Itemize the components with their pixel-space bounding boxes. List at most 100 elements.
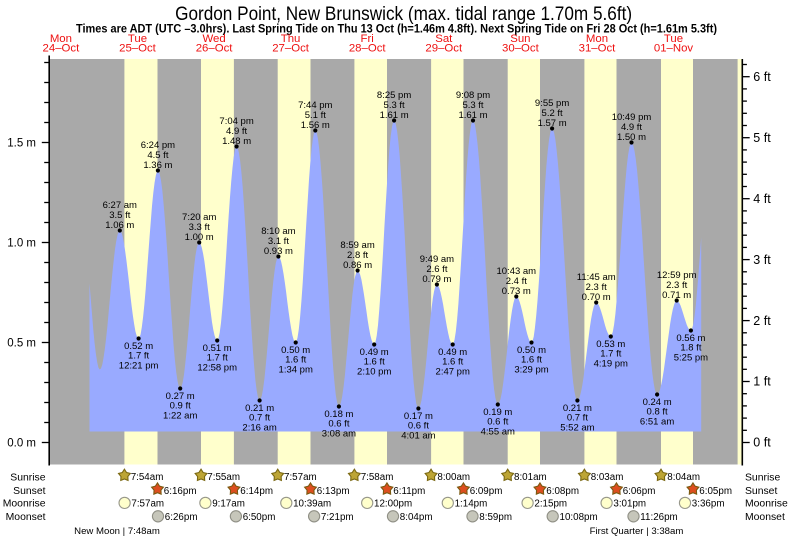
svg-text:4.5 ft: 4.5 ft xyxy=(147,150,168,161)
svg-text:1.6 ft: 1.6 ft xyxy=(442,357,463,368)
svg-text:6:13pm: 6:13pm xyxy=(317,486,350,497)
svg-text:29–Oct: 29–Oct xyxy=(425,43,463,55)
svg-text:0.71 m: 0.71 m xyxy=(662,290,691,301)
svg-text:0.7 ft: 0.7 ft xyxy=(249,413,270,424)
svg-text:1.57 m: 1.57 m xyxy=(538,118,567,129)
svg-text:6:11pm: 6:11pm xyxy=(393,486,425,497)
svg-text:8:59 am: 8:59 am xyxy=(340,240,374,251)
svg-text:6:06pm: 6:06pm xyxy=(623,486,656,497)
svg-text:6:05pm: 6:05pm xyxy=(699,486,732,497)
svg-text:1:22 am: 1:22 am xyxy=(163,410,197,421)
svg-text:Moonset: Moonset xyxy=(745,512,785,523)
svg-text:1.7 ft: 1.7 ft xyxy=(600,349,621,360)
svg-text:0.49 m: 0.49 m xyxy=(360,347,389,358)
svg-text:1.5 m: 1.5 m xyxy=(7,138,36,150)
svg-text:0.5 m: 0.5 m xyxy=(7,338,36,350)
svg-text:0.51 m: 0.51 m xyxy=(203,343,232,354)
svg-text:0.18 m: 0.18 m xyxy=(324,409,353,420)
svg-text:0.56 m: 0.56 m xyxy=(676,333,705,344)
svg-text:25–Oct: 25–Oct xyxy=(119,43,157,55)
svg-text:4.9 ft: 4.9 ft xyxy=(226,126,247,137)
svg-text:0.93 m: 0.93 m xyxy=(264,246,293,257)
svg-text:1.00 m: 1.00 m xyxy=(185,232,214,243)
svg-text:1.7 ft: 1.7 ft xyxy=(128,351,149,362)
svg-text:8:59pm: 8:59pm xyxy=(479,512,512,523)
svg-text:1:14pm: 1:14pm xyxy=(455,499,488,510)
svg-text:11:26pm: 11:26pm xyxy=(640,512,677,523)
svg-text:10:43 am: 10:43 am xyxy=(496,266,536,277)
svg-text:24–Oct: 24–Oct xyxy=(43,43,81,55)
svg-text:3.5 ft: 3.5 ft xyxy=(109,210,130,221)
svg-text:6:50pm: 6:50pm xyxy=(243,512,276,523)
svg-text:9:08 pm: 9:08 pm xyxy=(456,90,490,101)
svg-text:8:25 pm: 8:25 pm xyxy=(377,90,411,101)
svg-text:1.56 m: 1.56 m xyxy=(301,120,330,131)
svg-text:Sunrise: Sunrise xyxy=(10,472,45,483)
svg-text:3.3 ft: 3.3 ft xyxy=(189,222,210,233)
svg-text:Mon: Mon xyxy=(50,33,72,45)
svg-text:New Moon | 7:48am: New Moon | 7:48am xyxy=(74,526,160,537)
svg-text:2.4 ft: 2.4 ft xyxy=(506,276,527,287)
svg-text:0.70 m: 0.70 m xyxy=(582,292,611,303)
svg-text:8:03am: 8:03am xyxy=(591,472,624,483)
svg-text:27–Oct: 27–Oct xyxy=(272,43,310,55)
svg-text:Moonset: Moonset xyxy=(6,512,46,523)
svg-text:0.27 m: 0.27 m xyxy=(166,391,195,402)
svg-text:1.36 m: 1.36 m xyxy=(143,160,172,171)
svg-text:Times are ADT (UTC –3.0hrs). L: Times are ADT (UTC –3.0hrs). Last Spring… xyxy=(76,21,717,35)
svg-text:Sat: Sat xyxy=(435,33,453,45)
svg-text:5.2 ft: 5.2 ft xyxy=(542,108,563,119)
svg-text:0.50 m: 0.50 m xyxy=(517,345,546,356)
svg-text:12:59 pm: 12:59 pm xyxy=(657,270,697,281)
svg-text:2:15pm: 2:15pm xyxy=(534,499,567,510)
svg-text:4:55 am: 4:55 am xyxy=(481,426,515,437)
svg-text:1.06 m: 1.06 m xyxy=(105,220,134,231)
svg-text:1.6 ft: 1.6 ft xyxy=(521,355,542,366)
svg-text:7:54am: 7:54am xyxy=(131,472,164,483)
svg-text:5 ft: 5 ft xyxy=(753,131,771,145)
svg-text:7:20 am: 7:20 am xyxy=(182,212,216,223)
svg-text:0.52 m: 0.52 m xyxy=(124,341,153,352)
svg-text:2.8 ft: 2.8 ft xyxy=(347,250,368,261)
svg-text:1.8 ft: 1.8 ft xyxy=(680,343,701,354)
svg-text:7:44 pm: 7:44 pm xyxy=(298,100,332,111)
svg-text:7:04 pm: 7:04 pm xyxy=(219,116,253,127)
svg-text:5.3 ft: 5.3 ft xyxy=(384,100,405,111)
svg-text:5:25 pm: 5:25 pm xyxy=(674,352,708,363)
svg-text:0.6 ft: 0.6 ft xyxy=(487,417,508,428)
svg-text:1.6 ft: 1.6 ft xyxy=(285,355,306,366)
svg-text:Wed: Wed xyxy=(202,33,225,45)
svg-text:12:00pm: 12:00pm xyxy=(374,499,412,510)
svg-text:12:21 pm: 12:21 pm xyxy=(119,360,159,371)
svg-text:6:16pm: 6:16pm xyxy=(164,486,197,497)
svg-text:Tue: Tue xyxy=(664,33,683,45)
svg-text:Moonrise: Moonrise xyxy=(3,499,46,510)
svg-text:5.3 ft: 5.3 ft xyxy=(462,100,483,111)
svg-text:0.79 m: 0.79 m xyxy=(422,274,451,285)
svg-text:9:49 am: 9:49 am xyxy=(420,254,454,265)
svg-text:1.50 m: 1.50 m xyxy=(617,132,646,143)
svg-text:0.50 m: 0.50 m xyxy=(281,345,310,356)
svg-text:30–Oct: 30–Oct xyxy=(502,43,540,55)
svg-text:2:10 pm: 2:10 pm xyxy=(357,366,391,377)
svg-text:Sunset: Sunset xyxy=(13,486,45,497)
svg-text:4:19 pm: 4:19 pm xyxy=(594,358,628,369)
svg-text:First Quarter | 3:38am: First Quarter | 3:38am xyxy=(590,526,684,537)
svg-text:Sunrise: Sunrise xyxy=(745,472,780,483)
svg-text:01–Nov: 01–Nov xyxy=(654,43,694,55)
svg-text:Sunset: Sunset xyxy=(745,486,777,497)
svg-text:3:01pm: 3:01pm xyxy=(613,499,646,510)
svg-text:2.3 ft: 2.3 ft xyxy=(666,280,687,291)
svg-text:0.19 m: 0.19 m xyxy=(483,407,512,418)
svg-text:0.17 m: 0.17 m xyxy=(404,411,433,422)
svg-text:4.9 ft: 4.9 ft xyxy=(621,122,642,133)
svg-text:0 ft: 0 ft xyxy=(753,436,771,450)
svg-text:6:14pm: 6:14pm xyxy=(240,486,273,497)
svg-text:1.0 m: 1.0 m xyxy=(7,238,36,250)
svg-text:0.7 ft: 0.7 ft xyxy=(567,413,588,424)
svg-text:3 ft: 3 ft xyxy=(753,253,771,267)
svg-text:Tue: Tue xyxy=(128,33,147,45)
svg-text:0.49 m: 0.49 m xyxy=(438,347,467,358)
svg-text:3:36pm: 3:36pm xyxy=(692,499,725,510)
svg-text:11:45 am: 11:45 am xyxy=(577,272,616,283)
